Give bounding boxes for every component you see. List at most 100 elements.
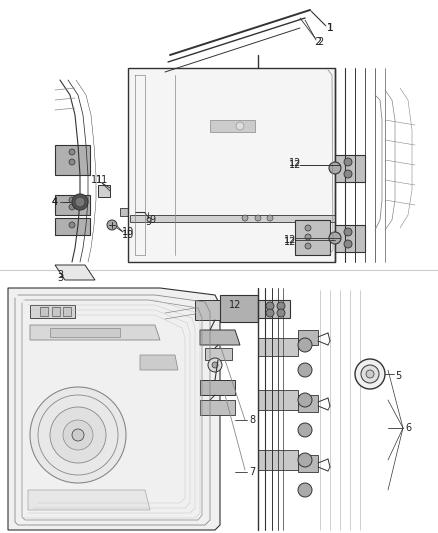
Circle shape [242, 215, 248, 221]
Text: 3: 3 [57, 273, 63, 283]
Polygon shape [55, 145, 90, 175]
Circle shape [69, 149, 75, 155]
Polygon shape [258, 300, 290, 318]
Circle shape [361, 365, 379, 383]
Text: 11: 11 [91, 175, 103, 185]
Circle shape [344, 228, 352, 236]
Text: 9: 9 [149, 215, 155, 225]
Text: 2: 2 [317, 37, 323, 47]
Circle shape [69, 204, 75, 210]
Circle shape [277, 309, 285, 317]
Circle shape [107, 220, 117, 230]
Text: 5: 5 [395, 371, 401, 381]
Circle shape [298, 453, 312, 467]
Text: 4: 4 [52, 197, 58, 207]
Polygon shape [55, 195, 90, 215]
Text: 1: 1 [326, 23, 333, 33]
Polygon shape [141, 208, 152, 216]
Circle shape [267, 215, 273, 221]
Text: 12: 12 [284, 237, 296, 247]
Polygon shape [298, 395, 318, 412]
Text: 9: 9 [145, 217, 151, 227]
Circle shape [329, 162, 341, 174]
Polygon shape [128, 68, 335, 262]
Circle shape [298, 338, 312, 352]
Text: 7: 7 [249, 467, 255, 477]
Circle shape [277, 302, 285, 310]
Circle shape [63, 420, 93, 450]
Text: 12: 12 [289, 160, 301, 170]
Circle shape [69, 197, 75, 203]
Polygon shape [220, 295, 258, 322]
Circle shape [298, 363, 312, 377]
Polygon shape [298, 330, 318, 345]
Text: 1: 1 [327, 23, 333, 33]
Circle shape [355, 359, 385, 389]
Polygon shape [52, 307, 60, 316]
Polygon shape [28, 490, 150, 510]
Circle shape [344, 240, 352, 248]
Circle shape [72, 429, 84, 441]
Circle shape [366, 370, 374, 378]
Circle shape [38, 395, 118, 475]
Text: 4: 4 [52, 197, 58, 207]
Text: 3: 3 [57, 270, 63, 280]
Circle shape [69, 159, 75, 165]
Circle shape [212, 362, 218, 368]
Text: 6: 6 [405, 423, 411, 433]
Circle shape [30, 387, 126, 483]
Polygon shape [200, 380, 235, 395]
Circle shape [255, 215, 261, 221]
Circle shape [344, 170, 352, 178]
Circle shape [298, 423, 312, 437]
Text: 11: 11 [96, 175, 108, 185]
Text: 10: 10 [122, 230, 134, 240]
Circle shape [266, 309, 274, 317]
Circle shape [236, 122, 244, 130]
Polygon shape [205, 348, 232, 360]
Polygon shape [258, 338, 298, 356]
Polygon shape [98, 185, 110, 197]
Polygon shape [30, 325, 160, 340]
Polygon shape [335, 225, 365, 252]
Circle shape [305, 225, 311, 231]
Polygon shape [0, 0, 438, 270]
Polygon shape [295, 220, 330, 255]
Polygon shape [258, 390, 298, 410]
Polygon shape [130, 215, 335, 222]
Polygon shape [195, 300, 240, 320]
Polygon shape [50, 328, 120, 337]
Polygon shape [140, 355, 178, 370]
Text: 2: 2 [314, 37, 321, 47]
Circle shape [298, 483, 312, 497]
Text: 12: 12 [284, 235, 296, 245]
Text: 10: 10 [122, 227, 134, 237]
Polygon shape [335, 155, 365, 182]
Circle shape [69, 222, 75, 228]
Polygon shape [120, 208, 135, 216]
Text: 8: 8 [249, 415, 255, 425]
Polygon shape [55, 265, 95, 280]
Text: 12: 12 [289, 158, 301, 168]
Circle shape [75, 197, 85, 207]
Circle shape [305, 234, 311, 240]
Polygon shape [258, 450, 298, 470]
Circle shape [50, 407, 106, 463]
Polygon shape [8, 288, 220, 530]
Circle shape [298, 393, 312, 407]
Polygon shape [40, 307, 48, 316]
Polygon shape [30, 305, 75, 318]
Circle shape [266, 302, 274, 310]
Polygon shape [63, 307, 71, 316]
Circle shape [72, 194, 88, 210]
Circle shape [329, 232, 341, 244]
Polygon shape [200, 400, 235, 415]
Circle shape [344, 158, 352, 166]
Polygon shape [55, 218, 90, 235]
Circle shape [305, 243, 311, 249]
Polygon shape [200, 330, 240, 345]
Polygon shape [298, 455, 318, 472]
Text: 12: 12 [229, 300, 241, 310]
Circle shape [208, 358, 222, 372]
Polygon shape [210, 120, 255, 132]
